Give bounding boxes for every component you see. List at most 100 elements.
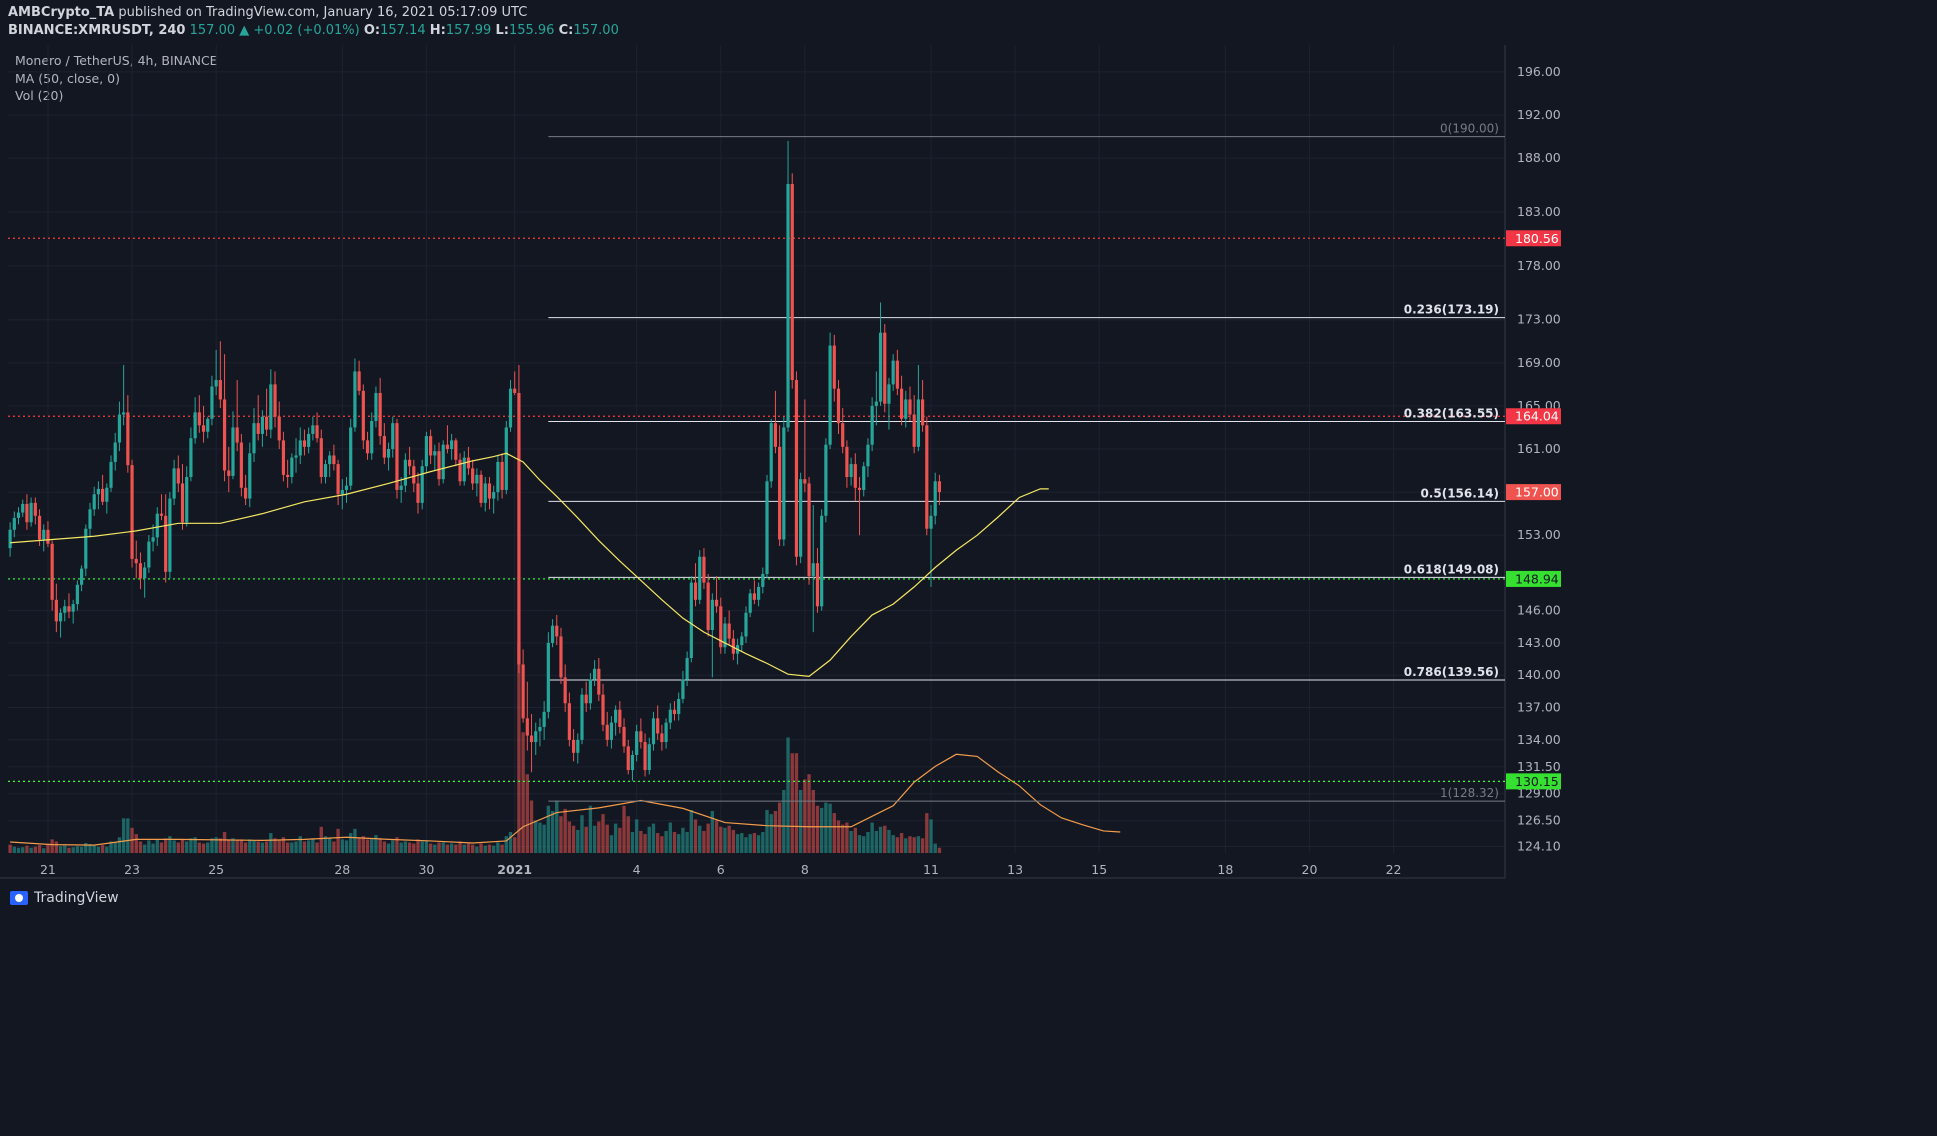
- candle-body: [407, 459, 412, 467]
- candle-body: [752, 593, 756, 600]
- volume-bar: [260, 842, 265, 853]
- volume-bar: [870, 822, 874, 853]
- candle: [622, 718, 626, 753]
- candle-body: [8, 529, 12, 549]
- volume-bar: [12, 846, 16, 853]
- candle-body: [597, 668, 601, 695]
- volume-bar: [281, 837, 286, 853]
- candle-body: [820, 515, 824, 607]
- candle-body: [248, 453, 252, 499]
- volume-bar: [689, 809, 694, 853]
- level-tag-box: [1506, 773, 1561, 790]
- volume-bar: [866, 832, 870, 853]
- candle-body: [584, 694, 588, 704]
- candle: [25, 494, 29, 530]
- volume-bar: [782, 790, 786, 853]
- volume-bar: [71, 847, 75, 853]
- fib-level-label: 0.5(156.14): [1420, 486, 1499, 500]
- volume-bar: [315, 842, 319, 853]
- candle: [206, 416, 210, 439]
- volume-bar: [592, 825, 597, 853]
- open-value: 157.14: [380, 23, 426, 38]
- price-chart[interactable]: 0(190.00) 0.236(173.19) 0.382(163.55) 0.5(1…: [0, 0, 1568, 920]
- volume-bar: [172, 840, 176, 853]
- volume-bar: [382, 841, 387, 853]
- candle-body: [471, 468, 475, 484]
- candle-body: [180, 483, 185, 523]
- candle-body: [803, 479, 807, 484]
- volume-bar: [731, 829, 736, 853]
- candle: [344, 477, 349, 503]
- candle: [815, 548, 820, 613]
- time-tick-label: 30: [418, 862, 434, 877]
- volume-bar: [454, 844, 458, 853]
- candle: [912, 395, 916, 454]
- candle: [820, 509, 824, 611]
- candle-body: [50, 543, 54, 600]
- fib-level-label: 0.618(149.08): [1404, 562, 1499, 576]
- volume-bar: [138, 841, 143, 853]
- volume-bar: [618, 827, 622, 853]
- volume-bar: [21, 847, 25, 853]
- price-tick-label: 146.00: [1517, 603, 1561, 618]
- candle: [37, 509, 42, 546]
- volume-bar: [517, 643, 521, 853]
- candle-body: [525, 718, 529, 736]
- candle: [437, 442, 441, 486]
- low-value: 155.96: [508, 23, 555, 38]
- candle: [126, 395, 130, 473]
- volume-bar: [723, 827, 727, 853]
- candle: [584, 681, 588, 712]
- candle-body: [870, 405, 874, 445]
- candle-body: [281, 440, 286, 475]
- candle: [391, 416, 395, 458]
- candle-body: [340, 489, 344, 495]
- candle: [323, 459, 328, 484]
- ma-indicator-label[interactable]: MA (50, close, 0): [15, 71, 121, 86]
- chart-title[interactable]: Monero / TetherUS, 4h, BINANCE: [15, 53, 218, 68]
- volume-bar: [361, 836, 366, 853]
- time-tick-label: 13: [1007, 862, 1023, 877]
- candle-body: [433, 451, 437, 456]
- volume-bar: [302, 841, 307, 853]
- volume-bar: [113, 842, 117, 853]
- candle-body: [328, 455, 332, 465]
- candle: [42, 524, 46, 552]
- candle: [243, 474, 248, 506]
- volume-bar: [513, 837, 517, 853]
- candle-body: [643, 742, 647, 771]
- volume-bar: [391, 840, 395, 853]
- candle-body: [21, 503, 25, 513]
- candle-body: [92, 494, 96, 510]
- volume-bar: [824, 802, 828, 853]
- volume-bar: [466, 843, 471, 853]
- candle-body: [239, 442, 243, 488]
- candle-body: [450, 440, 454, 449]
- candle: [454, 438, 458, 467]
- candle-body: [618, 709, 622, 727]
- candle-body: [866, 444, 870, 467]
- publisher-name: AMBCrypto_TA: [8, 5, 115, 20]
- time-tick-label: 8: [801, 862, 809, 877]
- candle: [643, 733, 647, 777]
- candle: [357, 360, 361, 396]
- candle-body: [475, 474, 479, 484]
- candle: [857, 477, 862, 536]
- time-tick-label: 6: [717, 862, 725, 877]
- candle-body: [807, 483, 811, 577]
- volume-bar: [370, 838, 374, 853]
- volume-bar: [433, 844, 437, 853]
- volume-bar: [756, 835, 761, 853]
- candle-body: [143, 567, 147, 579]
- volume-bar: [630, 832, 635, 853]
- candle-body: [500, 461, 504, 490]
- open-label: O:: [363, 23, 381, 38]
- volume-bar: [500, 844, 504, 853]
- candle-body: [550, 625, 555, 643]
- volume-indicator-label[interactable]: Vol (20): [15, 88, 64, 103]
- candle: [538, 718, 542, 747]
- candle-body: [458, 459, 462, 482]
- volume-bar: [8, 844, 12, 853]
- level-tag-label: 180.56: [1515, 231, 1559, 246]
- volume-bar: [252, 840, 256, 853]
